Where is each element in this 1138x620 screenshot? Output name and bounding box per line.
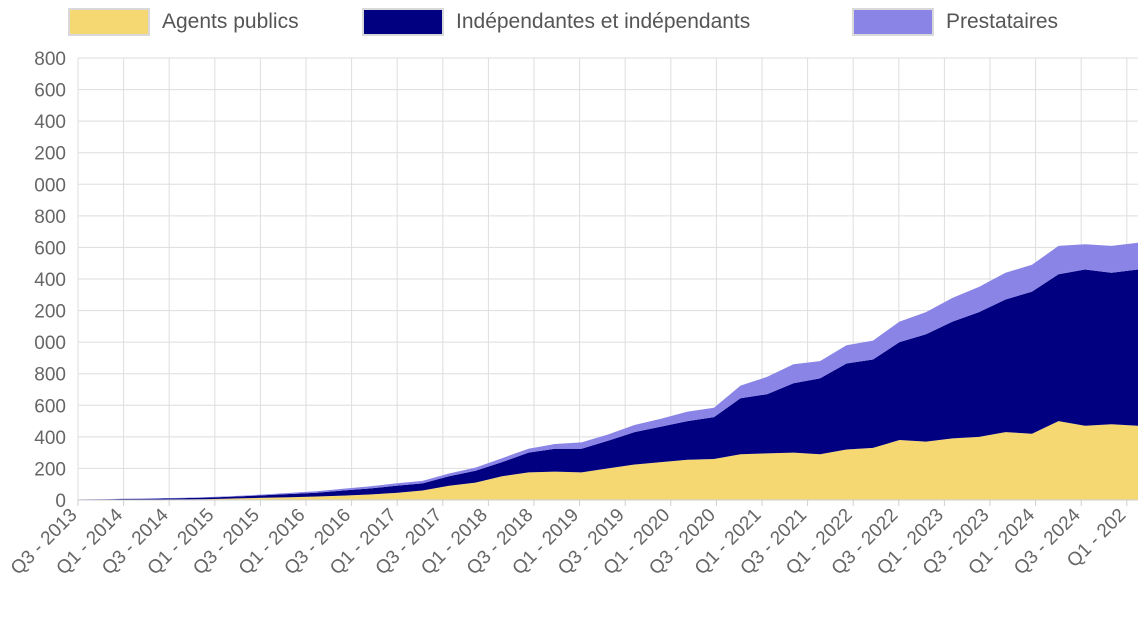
chart-legend: Agents publics Indépendantes et indépenda… — [0, 0, 1138, 50]
y-tick-label: 400 — [34, 428, 66, 449]
legend-label: Agents publics — [162, 10, 299, 33]
y-tick-label: 600 — [34, 238, 66, 259]
y-tick-label: 0 — [55, 491, 66, 512]
y-tick-label: 800 — [34, 207, 66, 228]
series-areas — [78, 242, 1138, 500]
y-tick-label: 400 — [34, 112, 66, 133]
legend-item[interactable]: Agents publics — [68, 6, 299, 38]
legend-label: Prestataires — [946, 10, 1059, 33]
legend-swatch — [362, 8, 444, 36]
y-tick-label: 000 — [34, 333, 66, 354]
y-tick-label: 200 — [34, 144, 66, 165]
y-tick-label: 200 — [34, 302, 66, 323]
legend-item[interactable]: Indépendantes et indépendants — [362, 6, 750, 38]
y-tick-label: 600 — [34, 396, 66, 417]
y-tick-label: 200 — [34, 459, 66, 480]
y-tick-label: 000 — [34, 175, 66, 196]
y-axis-labels: 0 200 400 600 800 000 200 400 600 800 000 200 400 600… — [34, 49, 66, 512]
series-area-prestataires — [78, 242, 1138, 500]
series-area-independantes-et-independants — [78, 269, 1138, 500]
legend-item[interactable]: Prestataires — [852, 6, 1058, 38]
y-tick-label: 400 — [34, 270, 66, 291]
legend-swatch — [852, 8, 934, 36]
y-tick-label: 800 — [34, 49, 66, 70]
y-tick-label: 600 — [34, 81, 66, 102]
series-area-agents-publics — [78, 421, 1138, 500]
legend-swatch — [68, 8, 150, 36]
legend-label: Indépendantes et indépendants — [456, 10, 751, 33]
y-tick-label: 800 — [34, 365, 66, 386]
